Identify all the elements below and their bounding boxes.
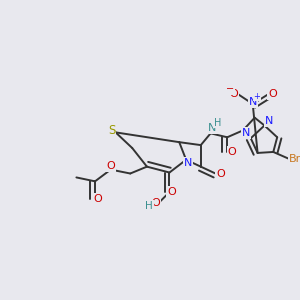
Text: O: O bbox=[268, 89, 277, 99]
Text: N: N bbox=[265, 116, 274, 126]
Text: S: S bbox=[108, 124, 116, 137]
Text: +: + bbox=[253, 92, 260, 100]
Text: O: O bbox=[167, 187, 176, 197]
Text: H: H bbox=[145, 201, 153, 211]
Text: N: N bbox=[208, 124, 217, 134]
Text: O: O bbox=[216, 169, 225, 178]
Text: N: N bbox=[184, 158, 192, 168]
Text: H: H bbox=[214, 118, 221, 128]
Text: O: O bbox=[106, 161, 115, 171]
Text: −: − bbox=[226, 84, 234, 94]
Text: N: N bbox=[248, 97, 257, 107]
Text: Br: Br bbox=[289, 154, 300, 164]
Text: O: O bbox=[94, 194, 102, 204]
Text: O: O bbox=[152, 198, 160, 208]
Text: N: N bbox=[242, 128, 250, 138]
Text: O: O bbox=[230, 89, 239, 99]
Text: O: O bbox=[228, 147, 236, 157]
